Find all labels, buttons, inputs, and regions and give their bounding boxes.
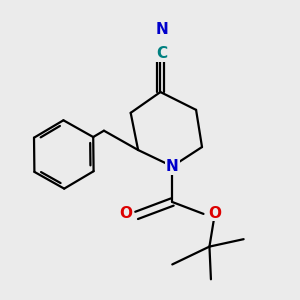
Text: N: N	[155, 22, 168, 37]
Text: C: C	[156, 46, 167, 61]
Text: O: O	[208, 206, 221, 220]
Text: N: N	[166, 159, 179, 174]
Text: O: O	[120, 206, 133, 221]
